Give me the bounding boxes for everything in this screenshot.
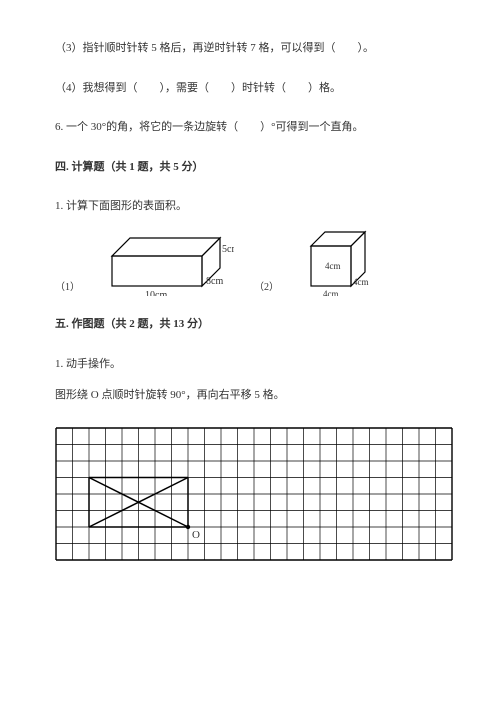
rect-prism-figure: 10cm 8cm 5cm (104, 226, 234, 296)
svg-text:4cm: 4cm (323, 289, 339, 296)
section-5-title: 五. 作图题（共 2 题，共 13 分） (55, 316, 445, 334)
svg-text:8cm: 8cm (206, 276, 223, 287)
section-4-title: 四. 计算题（共 1 题，共 5 分） (55, 159, 445, 177)
svg-text:4cm: 4cm (325, 261, 341, 271)
section-5-q1: 1. 动手操作。 (55, 356, 445, 374)
svg-text:10cm: 10cm (145, 290, 167, 296)
fig1-label: （1） (55, 280, 80, 296)
question-6: 6. 一个 30°的角，将它的一条边旋转（ ）°可得到一个直角。 (55, 119, 445, 137)
cube-figure: 4cm 4cm 4cm (303, 226, 383, 296)
section-5-desc: 图形绕 O 点顺时针旋转 90°，再向右平移 5 格。 (55, 387, 445, 405)
question-3: （3）指针顺时针转 5 格后，再逆时针转 7 格，可以得到（ ）。 (55, 40, 445, 58)
fig2-label: （2） (254, 280, 279, 296)
section-4-q1: 1. 计算下面图形的表面积。 (55, 198, 445, 216)
svg-text:4cm: 4cm (353, 277, 369, 287)
question-4: （4）我想得到（ ），需要（ ）时针转（ ）格。 (55, 80, 445, 98)
grid-container: O (55, 427, 445, 561)
page-content: （3）指针顺时针转 5 格后，再逆时针转 7 格，可以得到（ ）。 （4）我想得… (0, 0, 500, 581)
figures-row: （1） 10cm 8cm 5cm （2） 4cm 4cm 4cm (55, 226, 445, 296)
grid-figure: O (55, 427, 453, 561)
svg-text:5cm: 5cm (222, 244, 234, 255)
svg-text:O: O (192, 529, 200, 541)
